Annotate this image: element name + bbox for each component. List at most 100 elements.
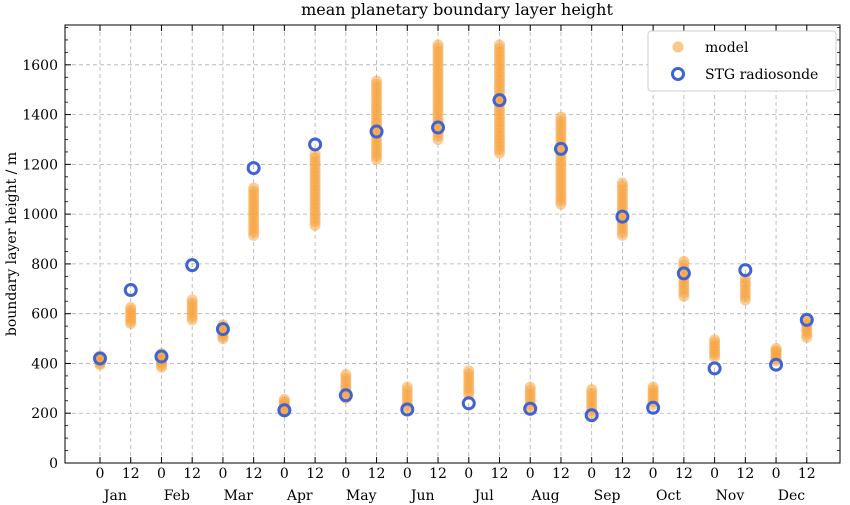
radiosonde-point: [400, 402, 415, 417]
model-point: [586, 384, 598, 396]
x-hour-label: 0: [280, 466, 289, 482]
y-tick-label: 0: [49, 456, 58, 472]
model-point: [770, 343, 782, 355]
model-point: [125, 301, 137, 313]
radiosonde-point: [308, 137, 323, 152]
plot-frame: [64, 24, 841, 464]
x-hour-label: 12: [675, 466, 693, 482]
y-tick-label: 1400: [22, 108, 58, 124]
model-point: [309, 148, 321, 160]
legend: model STG radiosonde: [647, 30, 837, 92]
model-point: [709, 334, 721, 346]
x-hour-label: 12: [122, 466, 140, 482]
x-month-label: Jun: [409, 488, 435, 504]
y-axis: 0 200 400 600 800 1000 1200 1400 1600: [22, 27, 840, 472]
x-month-label: Jan: [102, 488, 127, 504]
model-point: [340, 369, 352, 381]
radiosonde-point: [646, 400, 661, 415]
chart-title: mean planetary boundary layer height: [301, 0, 613, 19]
model-point: [678, 255, 690, 267]
legend-model-label: model: [705, 40, 749, 56]
radiosonde-point: [277, 403, 292, 418]
radiosonde-point: [769, 357, 784, 372]
y-tick-label: 200: [31, 406, 58, 422]
x-hour-label: 0: [526, 466, 535, 482]
radiosonde-point: [185, 258, 200, 273]
x-hour-label: 0: [464, 466, 473, 482]
model-point: [493, 39, 505, 51]
radiosonde-point: [123, 283, 138, 298]
x-axis: 0 12 Jan 0 12 Feb 0 12 Mar 0 12 Apr 0 12 May 0 12 Jun 0 12 J…: [96, 25, 816, 504]
model-point: [248, 182, 260, 194]
y-axis-label: boundary layer height / m: [4, 152, 20, 336]
x-month-label: Jul: [473, 488, 495, 504]
model-point: [616, 177, 628, 189]
x-hour-label: 12: [491, 466, 509, 482]
x-hour-label: 0: [157, 466, 166, 482]
model-points: [94, 39, 813, 420]
radiosonde-point: [615, 209, 630, 224]
radiosonde-point: [461, 396, 476, 411]
legend-radiosonde-label: STG radiosonde: [705, 67, 818, 83]
radiosonde-point: [246, 161, 261, 176]
radiosonde-point: [799, 312, 814, 327]
x-hour-label: 0: [587, 466, 596, 482]
x-month-label: Feb: [164, 488, 190, 504]
x-hour-label: 0: [96, 466, 105, 482]
model-point: [555, 111, 567, 123]
grid-lines: [65, 25, 840, 464]
x-hour-label: 12: [368, 466, 386, 482]
radiosonde-point: [154, 349, 169, 364]
legend-radiosonde-marker: [671, 67, 685, 81]
y-tick-label: 800: [31, 257, 58, 273]
y-tick-label: 400: [31, 356, 58, 372]
y-tick-label: 600: [31, 307, 58, 323]
x-month-label: Oct: [656, 488, 681, 504]
radiosonde-point: [738, 263, 753, 278]
x-hour-label: 0: [218, 466, 227, 482]
model-point: [186, 294, 198, 306]
model-point: [432, 39, 444, 51]
radiosonde-point: [338, 388, 353, 403]
legend-model-marker: [672, 41, 684, 53]
model-point: [647, 381, 659, 393]
x-month-label: Mar: [224, 488, 254, 504]
model-point: [278, 394, 290, 406]
y-tick-label: 1000: [22, 207, 58, 223]
x-hour-label: 12: [552, 466, 570, 482]
model-point: [401, 381, 413, 393]
x-hour-label: 0: [710, 466, 719, 482]
radiosonde-points: [93, 93, 814, 423]
radiosonde-point: [707, 361, 722, 376]
x-hour-label: 12: [736, 466, 754, 482]
radiosonde-point: [523, 401, 538, 416]
radiosonde-point: [584, 408, 599, 423]
x-hour-label: 12: [183, 466, 201, 482]
model-point: [463, 365, 475, 377]
y-tick-label: 1600: [22, 58, 58, 74]
x-month-label: Dec: [778, 488, 806, 504]
legend-box: [647, 30, 837, 92]
x-hour-label: 0: [649, 466, 658, 482]
x-hour-label: 12: [798, 466, 816, 482]
x-hour-label: 12: [245, 466, 263, 482]
radiosonde-point: [553, 141, 568, 156]
radiosonde-point: [431, 120, 446, 135]
x-hour-label: 12: [306, 466, 324, 482]
x-hour-label: 0: [772, 466, 781, 482]
x-hour-label: 0: [341, 466, 350, 482]
x-month-label: Aug: [531, 488, 560, 504]
radiosonde-point: [492, 93, 507, 108]
radiosonde-point: [215, 322, 230, 337]
model-point: [371, 75, 383, 87]
x-hour-label: 0: [403, 466, 412, 482]
y-tick-label: 1200: [22, 157, 58, 173]
radiosonde-point: [369, 124, 384, 139]
x-month-label: Sep: [594, 488, 621, 504]
x-month-label: May: [346, 488, 377, 504]
x-month-label: Nov: [716, 488, 745, 504]
model-point: [524, 381, 536, 393]
x-hour-label: 12: [429, 466, 447, 482]
radiosonde-point: [93, 351, 107, 366]
